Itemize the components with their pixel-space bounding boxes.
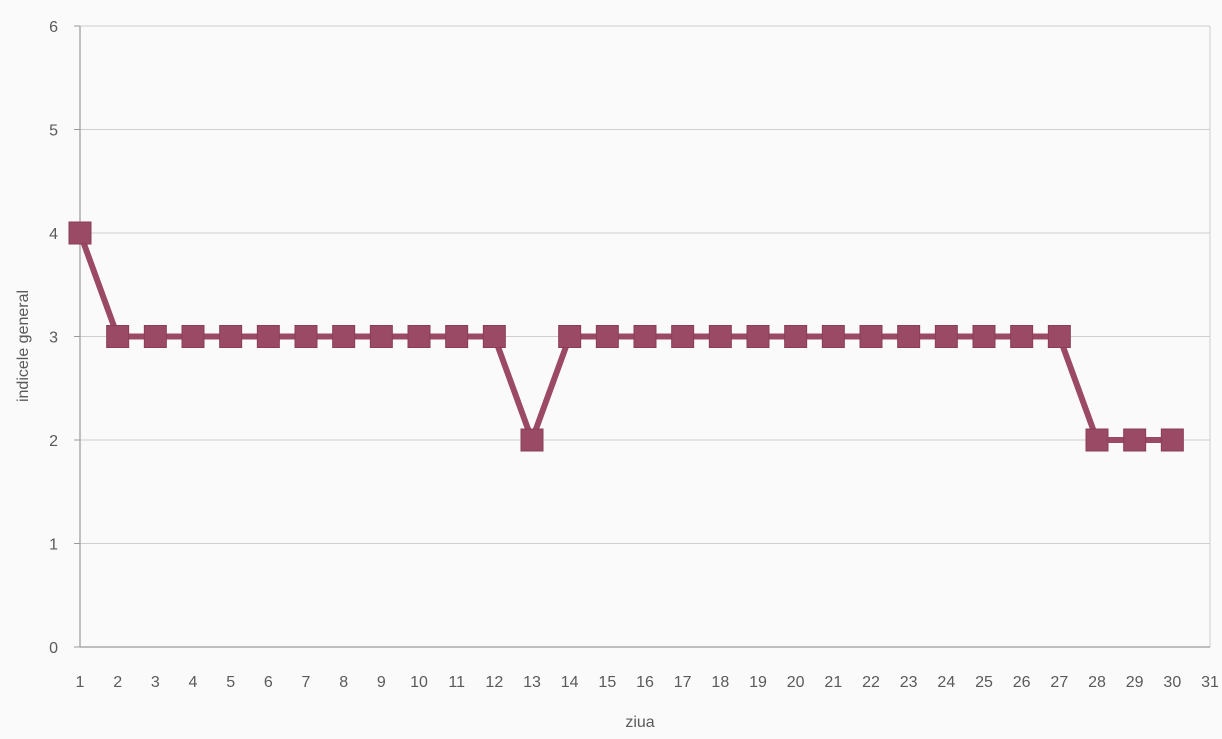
data-point-marker (369, 325, 393, 348)
x-tick-label: 25 (975, 674, 993, 691)
x-tick-label: 3 (151, 674, 160, 691)
x-tick-label: 18 (711, 674, 729, 691)
x-tick-label: 20 (787, 674, 805, 691)
x-tick-label: 6 (264, 674, 273, 691)
y-tick-label: 0 (49, 640, 58, 657)
y-axis-title: indicele general (15, 290, 32, 402)
data-point-marker (746, 325, 770, 348)
data-point-marker (1047, 325, 1071, 348)
x-axis-title: ziua (625, 714, 654, 731)
data-point-marker (407, 325, 431, 348)
x-tick-label: 29 (1126, 674, 1144, 691)
x-tick-label: 8 (339, 674, 348, 691)
data-point-marker (520, 428, 544, 452)
y-tick-label: 6 (49, 19, 58, 36)
x-tick-label: 14 (561, 674, 579, 691)
data-point-marker (633, 325, 657, 348)
data-point-marker (482, 325, 506, 348)
x-tick-label: 19 (749, 674, 767, 691)
data-point-marker (1085, 428, 1109, 452)
data-point-marker (256, 325, 280, 348)
data-point-marker (332, 325, 356, 348)
y-tick-label: 3 (49, 330, 58, 347)
data-point-marker (784, 325, 808, 348)
x-tick-label: 28 (1088, 674, 1106, 691)
x-tick-label: 22 (862, 674, 880, 691)
data-point-marker (1160, 428, 1184, 452)
series-line (77, 231, 1173, 443)
x-tick-label: 5 (226, 674, 235, 691)
x-tick-label: 21 (824, 674, 842, 691)
x-tick-label: 27 (1050, 674, 1068, 691)
x-tick-label: 13 (523, 674, 541, 691)
data-point-marker (897, 325, 921, 348)
x-tick-label: 2 (113, 674, 122, 691)
data-point-marker (708, 325, 732, 348)
data-series (68, 221, 1184, 452)
y-tick-label: 5 (49, 123, 58, 140)
data-point-marker (143, 325, 167, 348)
x-tick-label: 10 (410, 674, 428, 691)
axis-labels: ziua indicele general (15, 290, 655, 731)
x-tick-label: 4 (189, 674, 198, 691)
x-tick-label: 12 (485, 674, 503, 691)
data-point-marker (106, 325, 130, 348)
data-point-marker (445, 325, 469, 348)
data-point-marker (1123, 428, 1147, 452)
x-tick-label: 16 (636, 674, 654, 691)
x-tick-label: 17 (674, 674, 692, 691)
x-tick-label: 7 (302, 674, 311, 691)
data-point-marker (859, 325, 883, 348)
x-tick-label: 31 (1201, 674, 1219, 691)
x-tick-label: 1 (76, 674, 85, 691)
x-tick-label: 23 (900, 674, 918, 691)
data-point-marker (595, 325, 619, 348)
data-point-marker (219, 325, 243, 348)
x-tick-label: 24 (937, 674, 955, 691)
data-point-marker (1010, 325, 1034, 348)
data-point-marker (972, 325, 996, 348)
y-tick-label: 1 (49, 537, 58, 554)
y-tick-label: 4 (49, 226, 58, 243)
y-tick-label: 2 (49, 433, 58, 450)
x-tick-label: 9 (377, 674, 386, 691)
x-tick-label: 15 (598, 674, 616, 691)
data-point-marker (294, 325, 318, 348)
data-point-marker (934, 325, 958, 348)
data-point-marker (181, 325, 205, 348)
x-tick-label: 11 (448, 674, 465, 691)
data-point-marker (671, 325, 695, 348)
data-point-marker (558, 325, 582, 348)
data-point-marker (68, 221, 92, 245)
data-point-marker (821, 325, 845, 348)
x-tick-label: 30 (1163, 674, 1181, 691)
x-tick-label: 26 (1013, 674, 1031, 691)
